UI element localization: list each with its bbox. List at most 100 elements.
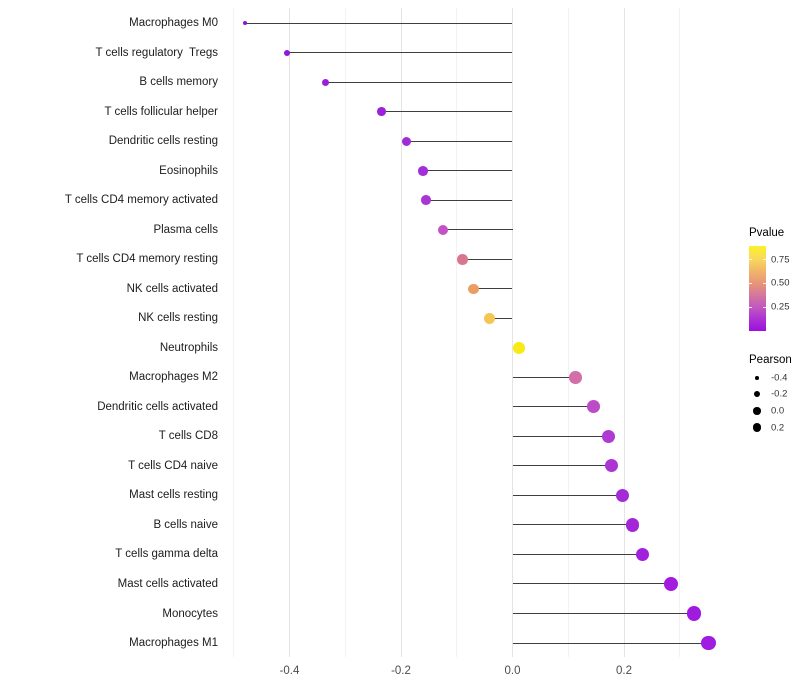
lollipop-dot <box>601 429 615 443</box>
colorbar-tick <box>763 307 766 308</box>
lollipop-dot <box>377 107 386 117</box>
category-label: T cells CD8 <box>158 430 218 443</box>
lollipop-stem <box>489 317 513 319</box>
colorbar-tick <box>749 307 752 308</box>
category-label: NK cells resting <box>138 312 218 325</box>
category-label: Monocytes <box>162 607 218 620</box>
lollipop-dot <box>401 136 412 146</box>
lollipop-dot <box>701 635 717 651</box>
lollipop-stem <box>512 435 609 437</box>
lollipop-stem <box>512 465 612 467</box>
category-label: Neutrophils <box>159 341 218 354</box>
lollipop-stem <box>423 170 513 172</box>
lollipop-dot <box>605 459 619 473</box>
lollipop-stem <box>512 583 672 585</box>
category-label: B cells memory <box>139 76 218 89</box>
size-legend-dot <box>753 407 761 415</box>
lollipop-dot <box>513 342 525 354</box>
category-label: Macrophages M0 <box>129 17 218 30</box>
category-label: Mast cells activated <box>117 577 218 590</box>
major-gridline <box>512 8 513 657</box>
category-label: T cells gamma delta <box>115 548 218 561</box>
lollipop-stem <box>286 52 513 54</box>
lollipop-dot <box>687 606 702 621</box>
size-legend-dot <box>752 423 762 433</box>
lollipop-stem <box>406 140 513 142</box>
pearson-legend-title: Pearson <box>749 354 792 366</box>
lollipop-stem <box>512 494 623 496</box>
lollipop-dot <box>437 224 448 235</box>
category-label: T cells CD4 naive <box>128 459 218 472</box>
size-legend-label: -0.2 <box>771 388 788 400</box>
lollipop-stem <box>426 199 513 201</box>
pvalue-colorbar <box>749 246 766 331</box>
lollipop-dot <box>635 547 650 562</box>
lollipop-dot <box>322 78 330 86</box>
colorbar-tick-label: 0.50 <box>771 277 790 289</box>
minor-gridline <box>567 8 569 657</box>
x-tick-label: 0.2 <box>616 665 632 677</box>
lollipop-stem <box>381 111 513 113</box>
category-label: Dendritic cells activated <box>97 400 218 413</box>
category-label: B cells naive <box>153 518 218 531</box>
category-label: Plasma cells <box>153 223 218 236</box>
lollipop-stem <box>442 229 513 231</box>
lollipop-dot <box>483 312 495 324</box>
size-legend-label: -0.4 <box>771 372 788 384</box>
size-legend-dot <box>754 391 760 398</box>
major-gridline <box>400 8 402 657</box>
category-label: Mast cells resting <box>129 489 218 502</box>
category-label: NK cells activated <box>126 282 218 295</box>
category-label: Dendritic cells resting <box>108 135 218 148</box>
lollipop-dot <box>468 283 479 295</box>
lollipop-stem <box>512 376 576 378</box>
minor-gridline <box>456 8 458 657</box>
size-legend-dot <box>755 375 759 380</box>
size-legend-label: 0.2 <box>771 422 785 434</box>
colorbar-tick <box>749 259 752 260</box>
category-label: Macrophages M1 <box>129 637 218 649</box>
colorbar-tick-label: 0.25 <box>771 301 790 313</box>
x-tick-label: 0.0 <box>504 665 521 677</box>
lollipop-dot <box>421 195 431 206</box>
x-tick-label: -0.4 <box>279 665 300 677</box>
lollipop-dot <box>664 576 679 591</box>
lollipop-stem <box>512 553 643 555</box>
pvalue-legend-title: Pvalue <box>749 227 785 239</box>
lollipop-stem <box>244 22 513 24</box>
major-gridline <box>623 8 625 657</box>
colorbar-tick <box>749 283 752 284</box>
category-label: T cells CD4 memory resting <box>76 253 218 266</box>
minor-gridline <box>344 8 346 657</box>
lollipop-stem <box>512 613 695 614</box>
lollipop-stem <box>473 288 513 290</box>
category-label: T cells follicular helper <box>104 105 218 118</box>
category-label: T cells regulatory Tregs <box>95 46 218 59</box>
lollipop-dot <box>457 254 468 265</box>
lollipop-dot <box>283 49 290 56</box>
colorbar-tick <box>763 259 766 260</box>
colorbar-tick-label: 0.75 <box>771 254 790 265</box>
minor-gridline <box>233 8 235 657</box>
lollipop-dot <box>418 165 429 176</box>
lollipop-stem <box>325 81 513 83</box>
colorbar-tick <box>763 283 766 284</box>
x-tick-label: -0.2 <box>391 665 411 677</box>
lollipop-stem <box>512 642 709 644</box>
size-legend-label: 0.0 <box>771 405 785 417</box>
lollipop-dot <box>569 371 582 384</box>
category-label: Macrophages M2 <box>129 371 218 384</box>
lollipop-dot <box>242 21 247 26</box>
lollipop-dot <box>615 488 629 503</box>
lollipop-stem <box>462 258 513 260</box>
lollipop-dot <box>587 400 601 414</box>
minor-gridline <box>679 8 681 657</box>
lollipop-stem <box>512 406 594 408</box>
lollipop-stem <box>512 524 633 526</box>
major-gridline <box>289 8 290 657</box>
category-label: Eosinophils <box>159 164 218 177</box>
category-label: T cells CD4 memory activated <box>64 194 218 207</box>
lollipop-dot <box>625 518 640 532</box>
